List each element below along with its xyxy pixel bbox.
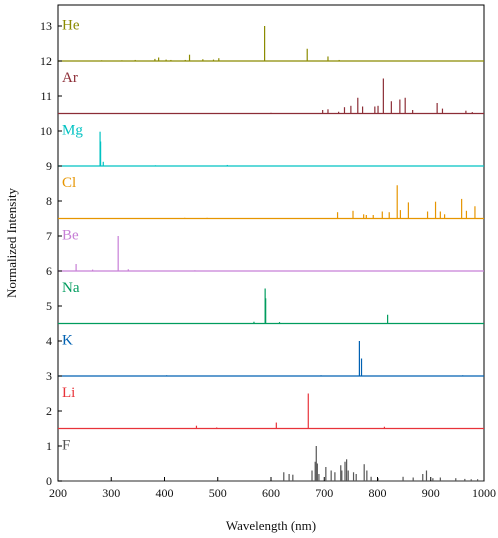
series-label: Li <box>62 385 75 401</box>
series-cl: Cl <box>58 175 484 220</box>
x-tick-label: 300 <box>102 486 120 500</box>
y-tick-label: 8 <box>46 194 52 208</box>
series-label: Be <box>62 227 79 243</box>
y-tick-label: 0 <box>46 474 52 488</box>
series-k: K <box>58 332 484 377</box>
series-label: Ar <box>62 70 78 86</box>
y-tick-label: 5 <box>46 299 52 313</box>
y-tick-label: 1 <box>46 439 52 453</box>
series-f: F <box>58 437 484 482</box>
y-tick-label: 7 <box>46 229 52 243</box>
x-tick-label: 200 <box>49 486 67 500</box>
y-tick-label: 6 <box>46 264 52 278</box>
y-tick-label: 12 <box>40 54 52 68</box>
y-tick-label: 11 <box>40 89 52 103</box>
series-label: K <box>62 332 73 348</box>
y-tick-label: 3 <box>46 369 52 383</box>
x-tick-label: 1000 <box>472 486 496 500</box>
y-tick-label: 9 <box>46 159 52 173</box>
series-label: Cl <box>62 175 76 191</box>
series-be: Be <box>58 227 484 272</box>
series-layer: He Ar Mg Cl Be Na K Li F <box>58 17 484 482</box>
y-tick-label: 10 <box>40 124 52 138</box>
series-li: Li <box>58 385 484 430</box>
y-tick-label: 13 <box>40 19 52 33</box>
series-ar: Ar <box>58 70 484 115</box>
series-label: Mg <box>62 122 83 138</box>
x-tick-label: 500 <box>209 486 227 500</box>
axis-layer: 200 300 400 500 600 700 800 900 1000012345678910… <box>40 19 496 500</box>
x-tick-label: 600 <box>262 486 280 500</box>
series-he: He <box>58 17 484 62</box>
y-axis-title: Normalized Intensity <box>4 187 19 298</box>
y-tick-label: 4 <box>46 334 52 348</box>
x-tick-label: 900 <box>422 486 440 500</box>
x-tick-label: 700 <box>315 486 333 500</box>
series-label: F <box>62 437 70 453</box>
series-label: Na <box>62 280 80 296</box>
x-tick-label: 400 <box>156 486 174 500</box>
series-mg: Mg <box>58 122 484 167</box>
series-na: Na <box>58 280 484 325</box>
x-tick-label: 800 <box>369 486 387 500</box>
x-axis-title: Wavelength (nm) <box>226 518 316 533</box>
series-label: He <box>62 17 80 33</box>
plot-frame <box>57 4 485 482</box>
y-tick-label: 2 <box>46 404 52 418</box>
